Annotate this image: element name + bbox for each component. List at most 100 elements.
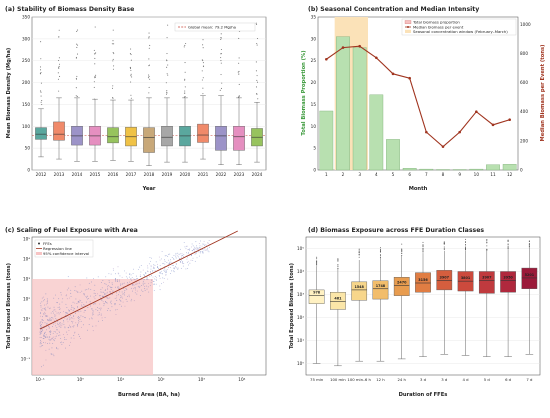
panel-c-point — [194, 260, 196, 262]
panel-c-point — [56, 327, 58, 329]
panel-c-point — [123, 293, 125, 295]
panel-c-point — [42, 329, 44, 331]
panel-b-x-tick: 7 — [425, 172, 428, 177]
panel-c-point — [106, 296, 108, 298]
panel-d-outlier — [465, 241, 467, 243]
panel-c-point — [104, 293, 106, 295]
panel-a-outlier — [202, 39, 204, 41]
panel-a-outlier — [256, 23, 258, 25]
panel-c-point — [93, 292, 95, 294]
panel-c-point — [129, 281, 131, 283]
panel-a-legend-label: Global mean: 79.2 Mg/ha — [188, 25, 236, 30]
panel-c-point — [162, 277, 164, 279]
panel-c-y-tick: 10⁻¹ — [21, 357, 31, 362]
panel-c-point — [128, 276, 130, 278]
panel-c-point — [198, 255, 200, 257]
panel-d-outlier — [507, 248, 509, 250]
panel-a-box — [35, 127, 47, 140]
panel-c-point — [163, 259, 165, 261]
panel-a-outlier — [130, 54, 132, 56]
panel-c-point — [122, 301, 124, 303]
panel-a-outlier — [40, 82, 42, 84]
panel-a-outlier — [130, 75, 132, 77]
panel-c-point — [52, 336, 54, 338]
panel-d-outlier — [337, 259, 339, 261]
panel-d-x-tick: 12 h — [376, 377, 385, 382]
panel-c-point — [105, 276, 107, 278]
panel-c-point — [74, 308, 76, 310]
panel-c-point — [132, 290, 133, 292]
panel-c-point — [48, 320, 50, 322]
panel-c-point — [41, 316, 43, 318]
panel-c-point — [106, 302, 108, 304]
panel-a-outlier — [94, 57, 96, 60]
panel-a-outlier — [93, 98, 95, 100]
panel-c-x-tick: 10⁻¹ — [35, 377, 45, 382]
panel-c-point — [196, 257, 198, 259]
panel-a-outlier — [166, 53, 168, 55]
panel-c-point — [158, 256, 160, 258]
panel-d-outlier — [507, 240, 509, 242]
panel-a-y-tick: 200 — [22, 80, 30, 85]
panel-c-point — [144, 286, 146, 288]
panel-c-point — [39, 340, 41, 341]
panel-c-point — [74, 332, 76, 334]
panel-c-point — [48, 348, 50, 350]
panel-c-point — [174, 267, 176, 269]
panel-c-point — [58, 335, 60, 337]
panel-c-point — [70, 314, 71, 316]
panel-c-point — [56, 333, 58, 335]
panel-c-point — [50, 330, 52, 332]
panel-c-point — [41, 345, 42, 347]
panel-c-point — [129, 273, 131, 275]
panel-c-point — [95, 308, 97, 310]
panel-c-point — [143, 274, 145, 276]
panel-c-point — [74, 290, 76, 291]
panel-c-point — [109, 297, 111, 299]
panel-c-point — [44, 309, 46, 310]
panel-a-outlier — [58, 63, 61, 65]
panel-c-point — [85, 295, 87, 297]
panel-c-point — [161, 250, 163, 252]
panel-c-point — [186, 245, 188, 247]
panel-c-point — [208, 251, 210, 253]
panel-c-point — [137, 269, 139, 271]
panel-c-point — [69, 297, 71, 299]
panel-c-point — [195, 253, 197, 255]
panel-c-point — [45, 349, 47, 351]
panel-c-point — [131, 284, 133, 286]
panel-c-point — [133, 268, 134, 270]
panel-c-point — [79, 292, 81, 294]
panel-c-point — [77, 302, 79, 304]
panel-a-outlier — [93, 81, 95, 83]
panel-d-outlier — [401, 243, 403, 245]
panel-c-point — [139, 274, 141, 276]
panel-a-outlier — [148, 86, 150, 88]
panel-c-point — [83, 293, 84, 295]
panel-a-outlier — [257, 98, 259, 100]
panel-c-point — [145, 272, 147, 274]
panel-c-point — [207, 242, 208, 244]
panel-c-point — [39, 330, 41, 332]
panel-a-y-axis-label: Mean Biomass Density (Mg/ha) — [6, 48, 12, 139]
panel-c-point — [207, 247, 209, 249]
panel-a-outlier — [202, 93, 204, 95]
panel-c-point — [109, 286, 111, 288]
panel-d-outlier — [337, 265, 339, 267]
panel-c-point — [82, 316, 84, 318]
panel-c-y-tick: 10¹ — [23, 317, 30, 322]
panel-c-x-tick: 10² — [158, 377, 165, 382]
panel-c-point — [73, 308, 75, 310]
panel-c-point — [78, 333, 80, 335]
panel-c-point — [80, 304, 82, 306]
panel-c-point — [158, 267, 159, 269]
panel-c-point — [70, 292, 72, 294]
panel-c-point — [111, 306, 113, 308]
panel-c-point — [159, 265, 161, 266]
panel-c-point — [50, 354, 52, 355]
panel-a-outlier — [130, 81, 132, 83]
panel-c-point — [70, 289, 72, 291]
panel-c-y-tick: 10⁴ — [23, 257, 30, 262]
panel-c-point — [142, 269, 144, 271]
